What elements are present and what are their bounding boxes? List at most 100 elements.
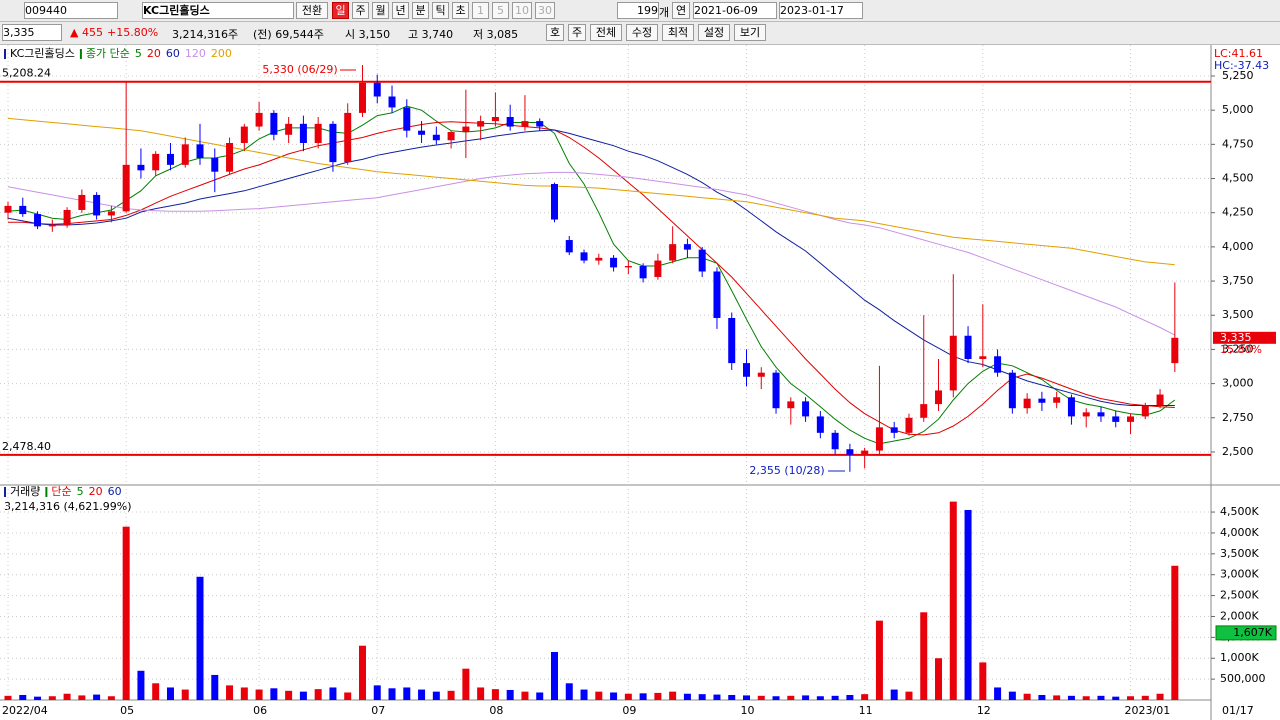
y-tick-label: 2,500 — [1222, 445, 1254, 458]
volume-bar — [270, 688, 278, 700]
legend-swatch — [4, 487, 6, 497]
volume-bar — [713, 694, 721, 700]
volume-bar — [816, 696, 824, 700]
candle-body — [935, 390, 943, 405]
x-end-label: 01/17 — [1222, 704, 1254, 717]
year-button[interactable]: 연 — [672, 2, 690, 19]
tool-button[interactable]: 최적 — [662, 24, 694, 41]
x-tick-label: 08 — [489, 704, 503, 717]
period-button[interactable]: 틱 — [432, 2, 449, 19]
candle-body — [1141, 405, 1149, 417]
moving-average — [7, 171, 1176, 336]
quote-bar: 3,335 ▲ 455 +15.80% 3,214,316주 (전) 69,54… — [0, 22, 1280, 45]
candle-body — [491, 117, 499, 122]
candle-body — [1112, 416, 1120, 422]
period-button[interactable]: 분 — [412, 2, 429, 19]
period-button[interactable]: 10 — [512, 2, 532, 19]
candle-body — [299, 123, 307, 143]
y-tick-label: 4,000K — [1220, 526, 1259, 539]
candle-body — [1053, 397, 1061, 403]
candle-body — [639, 266, 647, 279]
tool-button[interactable]: 주 — [568, 24, 586, 41]
volume-bar — [595, 691, 603, 700]
period-button[interactable]: 월 — [372, 2, 389, 19]
legend-entry: 120 — [185, 47, 206, 60]
volume-bar — [787, 695, 795, 700]
stock-name[interactable]: KC그린홀딩스 — [142, 2, 294, 19]
volume-bar — [875, 620, 883, 700]
period-button[interactable]: 년 — [392, 2, 409, 19]
period-button[interactable]: 30 — [535, 2, 555, 19]
volume-bar — [491, 689, 499, 700]
y-tick-label: 4,250 — [1222, 206, 1254, 219]
last-price-label: 3,335 — [1220, 331, 1252, 344]
candle-body — [63, 209, 71, 226]
candle-body — [964, 335, 972, 359]
rate: +15.80% — [107, 26, 159, 39]
hc-label: HC:-37.43 — [1214, 59, 1269, 72]
candle-body — [772, 372, 780, 409]
volume-bar — [610, 692, 618, 700]
candle-body — [447, 132, 455, 141]
candle-body — [255, 112, 263, 127]
code-input[interactable]: 009440 — [24, 2, 118, 19]
volume-bar — [388, 688, 396, 700]
candle-body — [624, 266, 632, 268]
candle-body — [270, 112, 278, 135]
candle-body — [728, 317, 736, 364]
candle-body — [1156, 394, 1164, 406]
volume-bar — [905, 691, 913, 700]
x-tick-label: 2023/01 — [1125, 704, 1171, 717]
candle-body — [580, 252, 588, 261]
candle-body — [683, 244, 691, 250]
period-button[interactable]: 주 — [352, 2, 369, 19]
tool-button[interactable]: 보기 — [734, 24, 766, 41]
volume-bar — [639, 693, 647, 700]
candle-body — [654, 260, 662, 277]
count-input[interactable]: 199 — [617, 2, 659, 19]
candle-body — [994, 356, 1002, 373]
period-button[interactable]: 5 — [492, 2, 509, 19]
candle-body — [816, 416, 824, 433]
low: 저 3,085 — [473, 28, 519, 41]
legend-entry: 200 — [211, 47, 232, 60]
change-label: 15.80% — [1220, 343, 1262, 356]
volume-bar — [477, 687, 485, 700]
tool-button[interactable]: 전체 — [590, 24, 622, 41]
candle-body — [240, 126, 248, 143]
toolbar: 009440 KC그린홀딩스 전환 일 주 월 년 분 틱 초 1 5 10 30 199 개 연 … — [0, 0, 1280, 22]
volume-bar — [1097, 695, 1105, 700]
period-button[interactable]: 일 — [332, 2, 349, 19]
date-to[interactable]: 2023-01-17 — [779, 2, 863, 19]
y-tick-label: 4,500K — [1220, 505, 1259, 518]
volume-bar — [211, 674, 219, 700]
convert-button[interactable]: 전환 — [296, 2, 328, 19]
count-unit: 개 — [659, 6, 670, 19]
tool-button[interactable]: 수정 — [626, 24, 658, 41]
volume-bar — [181, 689, 189, 700]
candle-body — [669, 244, 677, 261]
candle-body — [196, 144, 204, 159]
candle-body — [211, 158, 219, 172]
y-tick-label: 4,750 — [1222, 137, 1254, 150]
volume-bar — [358, 645, 366, 700]
price: 3,335 — [2, 24, 62, 41]
tool-button[interactable]: 설정 — [698, 24, 730, 41]
x-tick-label: 11 — [859, 704, 873, 717]
candle-body — [403, 107, 411, 131]
candle-body — [861, 450, 869, 455]
candle-body — [698, 249, 706, 272]
volume-bar — [831, 695, 839, 700]
candle-body — [4, 205, 12, 213]
candle-body — [920, 404, 928, 418]
high: 고 3,740 — [408, 28, 454, 41]
date-from[interactable]: 2021-06-09 — [693, 2, 777, 19]
period-button[interactable]: 1 — [472, 2, 489, 19]
volume-bar — [728, 694, 736, 700]
tool-button[interactable]: 호 — [546, 24, 564, 41]
period-button[interactable]: 초 — [452, 2, 469, 19]
legend-title: KC그린홀딩스 — [10, 47, 75, 60]
volume-bar — [1127, 696, 1135, 700]
x-tick-label: 07 — [371, 704, 385, 717]
